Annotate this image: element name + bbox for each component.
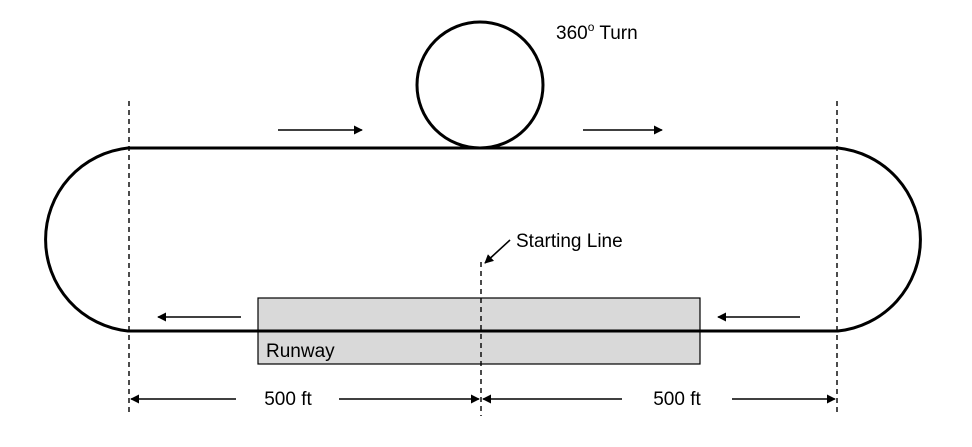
flight-pattern-track [44, 146, 922, 333]
turn-label-text: Turn [594, 23, 637, 44]
turn-label-number: 360 [556, 23, 588, 44]
turn-label: 360o Turn [556, 20, 638, 44]
starting-line-pointer [484, 239, 511, 264]
runway-label: Runway [266, 341, 335, 362]
distance-right-label: 500 ft [653, 389, 701, 410]
turn-label-degree: o [588, 20, 595, 34]
starting-line-label: Starting Line [516, 231, 623, 252]
distance-left-label: 500 ft [264, 389, 312, 410]
turn-circle [415, 20, 545, 150]
